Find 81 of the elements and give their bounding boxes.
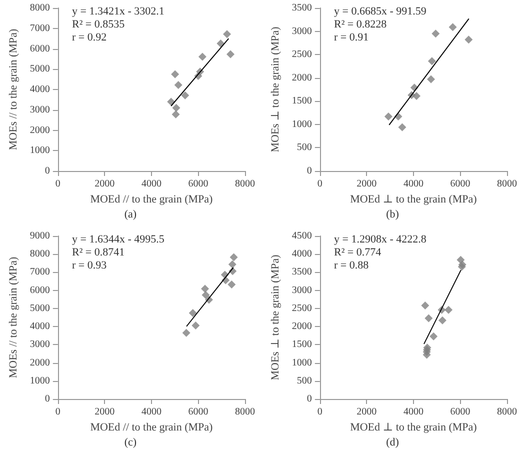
- x-tick-label: 0: [55, 406, 60, 418]
- y-tick-label: 2000: [30, 124, 50, 136]
- x-axis-title: MOEd // to the grain (MPa): [90, 421, 214, 434]
- y-tick-label: 7000: [30, 266, 50, 278]
- x-tick-label: 6000: [188, 406, 208, 418]
- y-tick-label: 6000: [30, 43, 50, 54]
- annotation: R² = 0.8228: [334, 18, 388, 30]
- x-tick-label: 2000: [94, 406, 115, 418]
- x-tick-label: 4000: [403, 178, 424, 190]
- y-tick-label: 1000: [292, 357, 312, 368]
- y-tick-label: 3000: [292, 284, 312, 296]
- text: (c): [124, 436, 137, 448]
- y-axis-title: MOEs ⊥ to the grain (MPa): [270, 254, 282, 380]
- annotation: r = 0.88: [334, 260, 370, 272]
- y-tick-label: 1000: [30, 145, 50, 156]
- y-tick-label: 5000: [30, 302, 50, 314]
- x-tick-label: 8000: [497, 178, 517, 190]
- x-tick-label: 0: [317, 406, 322, 418]
- x-tick-label: 0: [317, 178, 322, 190]
- y-axis-title: MOEs // to the grain (MPa): [8, 28, 20, 150]
- annotation: R² = 0.8535: [72, 18, 126, 30]
- y-tick-label: 1500: [292, 96, 312, 107]
- x-tick-label: 4000: [403, 406, 424, 418]
- y-tick-label: 6000: [30, 284, 50, 296]
- text: (d): [386, 436, 400, 448]
- y-tick-label: 4500: [292, 230, 312, 242]
- y-tick-label: 1000: [292, 118, 312, 130]
- x-axis-title: MOEd ⊥ to the grain (MPa): [350, 421, 478, 434]
- y-tick-label: 1000: [30, 375, 50, 386]
- y-tick-label: 8000: [30, 2, 50, 14]
- y-tick-label: 2500: [292, 49, 312, 60]
- x-tick-label: 8000: [235, 406, 255, 418]
- y-tick-label: 9000: [30, 230, 50, 242]
- y-tick-label: 2500: [292, 302, 312, 314]
- x-tick-label: 2000: [356, 406, 377, 418]
- x-axis-title: MOEd ⊥ to the grain (MPa): [350, 193, 478, 206]
- annotation: r = 0.92: [72, 32, 107, 44]
- annotation: r = 0.93: [72, 260, 108, 272]
- y-tick-label: 0: [306, 166, 312, 176]
- y-tick-label: 4000: [30, 84, 50, 95]
- y-axis-title: MOEs ⊥ to the grain (MPa): [270, 26, 282, 152]
- x-tick-label: 6000: [188, 178, 208, 190]
- annotation: R² = 0.8741: [72, 246, 125, 258]
- y-tick-label: 4000: [292, 248, 312, 260]
- annotation: R² = 0.774: [334, 246, 382, 258]
- y-tick-label: 8000: [30, 248, 50, 260]
- y-tick-label: 4000: [30, 321, 50, 332]
- y-tick-label: 2000: [292, 321, 312, 332]
- x-axis-title: MOEd // to the grain (MPa): [90, 193, 214, 206]
- y-tick-label: 0: [44, 394, 50, 404]
- x-tick-label: 2000: [94, 178, 115, 190]
- y-tick-label: 500: [296, 142, 312, 154]
- x-tick-label: 4000: [141, 178, 162, 190]
- y-tick-label: 5000: [30, 64, 50, 75]
- x-tick-label: 8000: [235, 178, 255, 190]
- x-tick-label: 2000: [356, 178, 377, 190]
- y-tick-label: 7000: [30, 22, 50, 34]
- annotation: r = 0.91: [334, 32, 369, 44]
- y-tick-label: 3500: [292, 2, 312, 14]
- annotation: y = 1.6344x - 4995.5: [72, 234, 165, 246]
- y-axis-title: MOEs // to the grain (MPa): [8, 256, 20, 378]
- y-tick-label: 3000: [292, 26, 312, 37]
- y-tick-label: 1500: [292, 339, 312, 350]
- annotation: y = 0.6685x - 991.59: [334, 6, 427, 18]
- x-tick-label: 4000: [141, 406, 162, 418]
- x-tick-label: 6000: [450, 178, 470, 190]
- y-tick-label: 3000: [30, 339, 50, 350]
- y-tick-label: 2000: [292, 72, 312, 84]
- text: (b): [386, 208, 400, 220]
- y-tick-label: 0: [44, 166, 50, 176]
- x-tick-label: 8000: [497, 406, 517, 418]
- annotation: y = 1.3421x - 3302.1: [72, 6, 164, 18]
- y-tick-label: 3500: [292, 266, 312, 278]
- annotation: y = 1.2908x - 4222.8: [334, 234, 427, 246]
- x-tick-label: 6000: [450, 406, 470, 418]
- y-tick-label: 0: [306, 394, 312, 404]
- y-tick-label: 3000: [30, 104, 50, 116]
- y-tick-label: 2000: [30, 357, 50, 368]
- x-tick-label: 0: [55, 178, 60, 190]
- text: (a): [124, 208, 137, 220]
- y-tick-label: 500: [296, 375, 312, 386]
